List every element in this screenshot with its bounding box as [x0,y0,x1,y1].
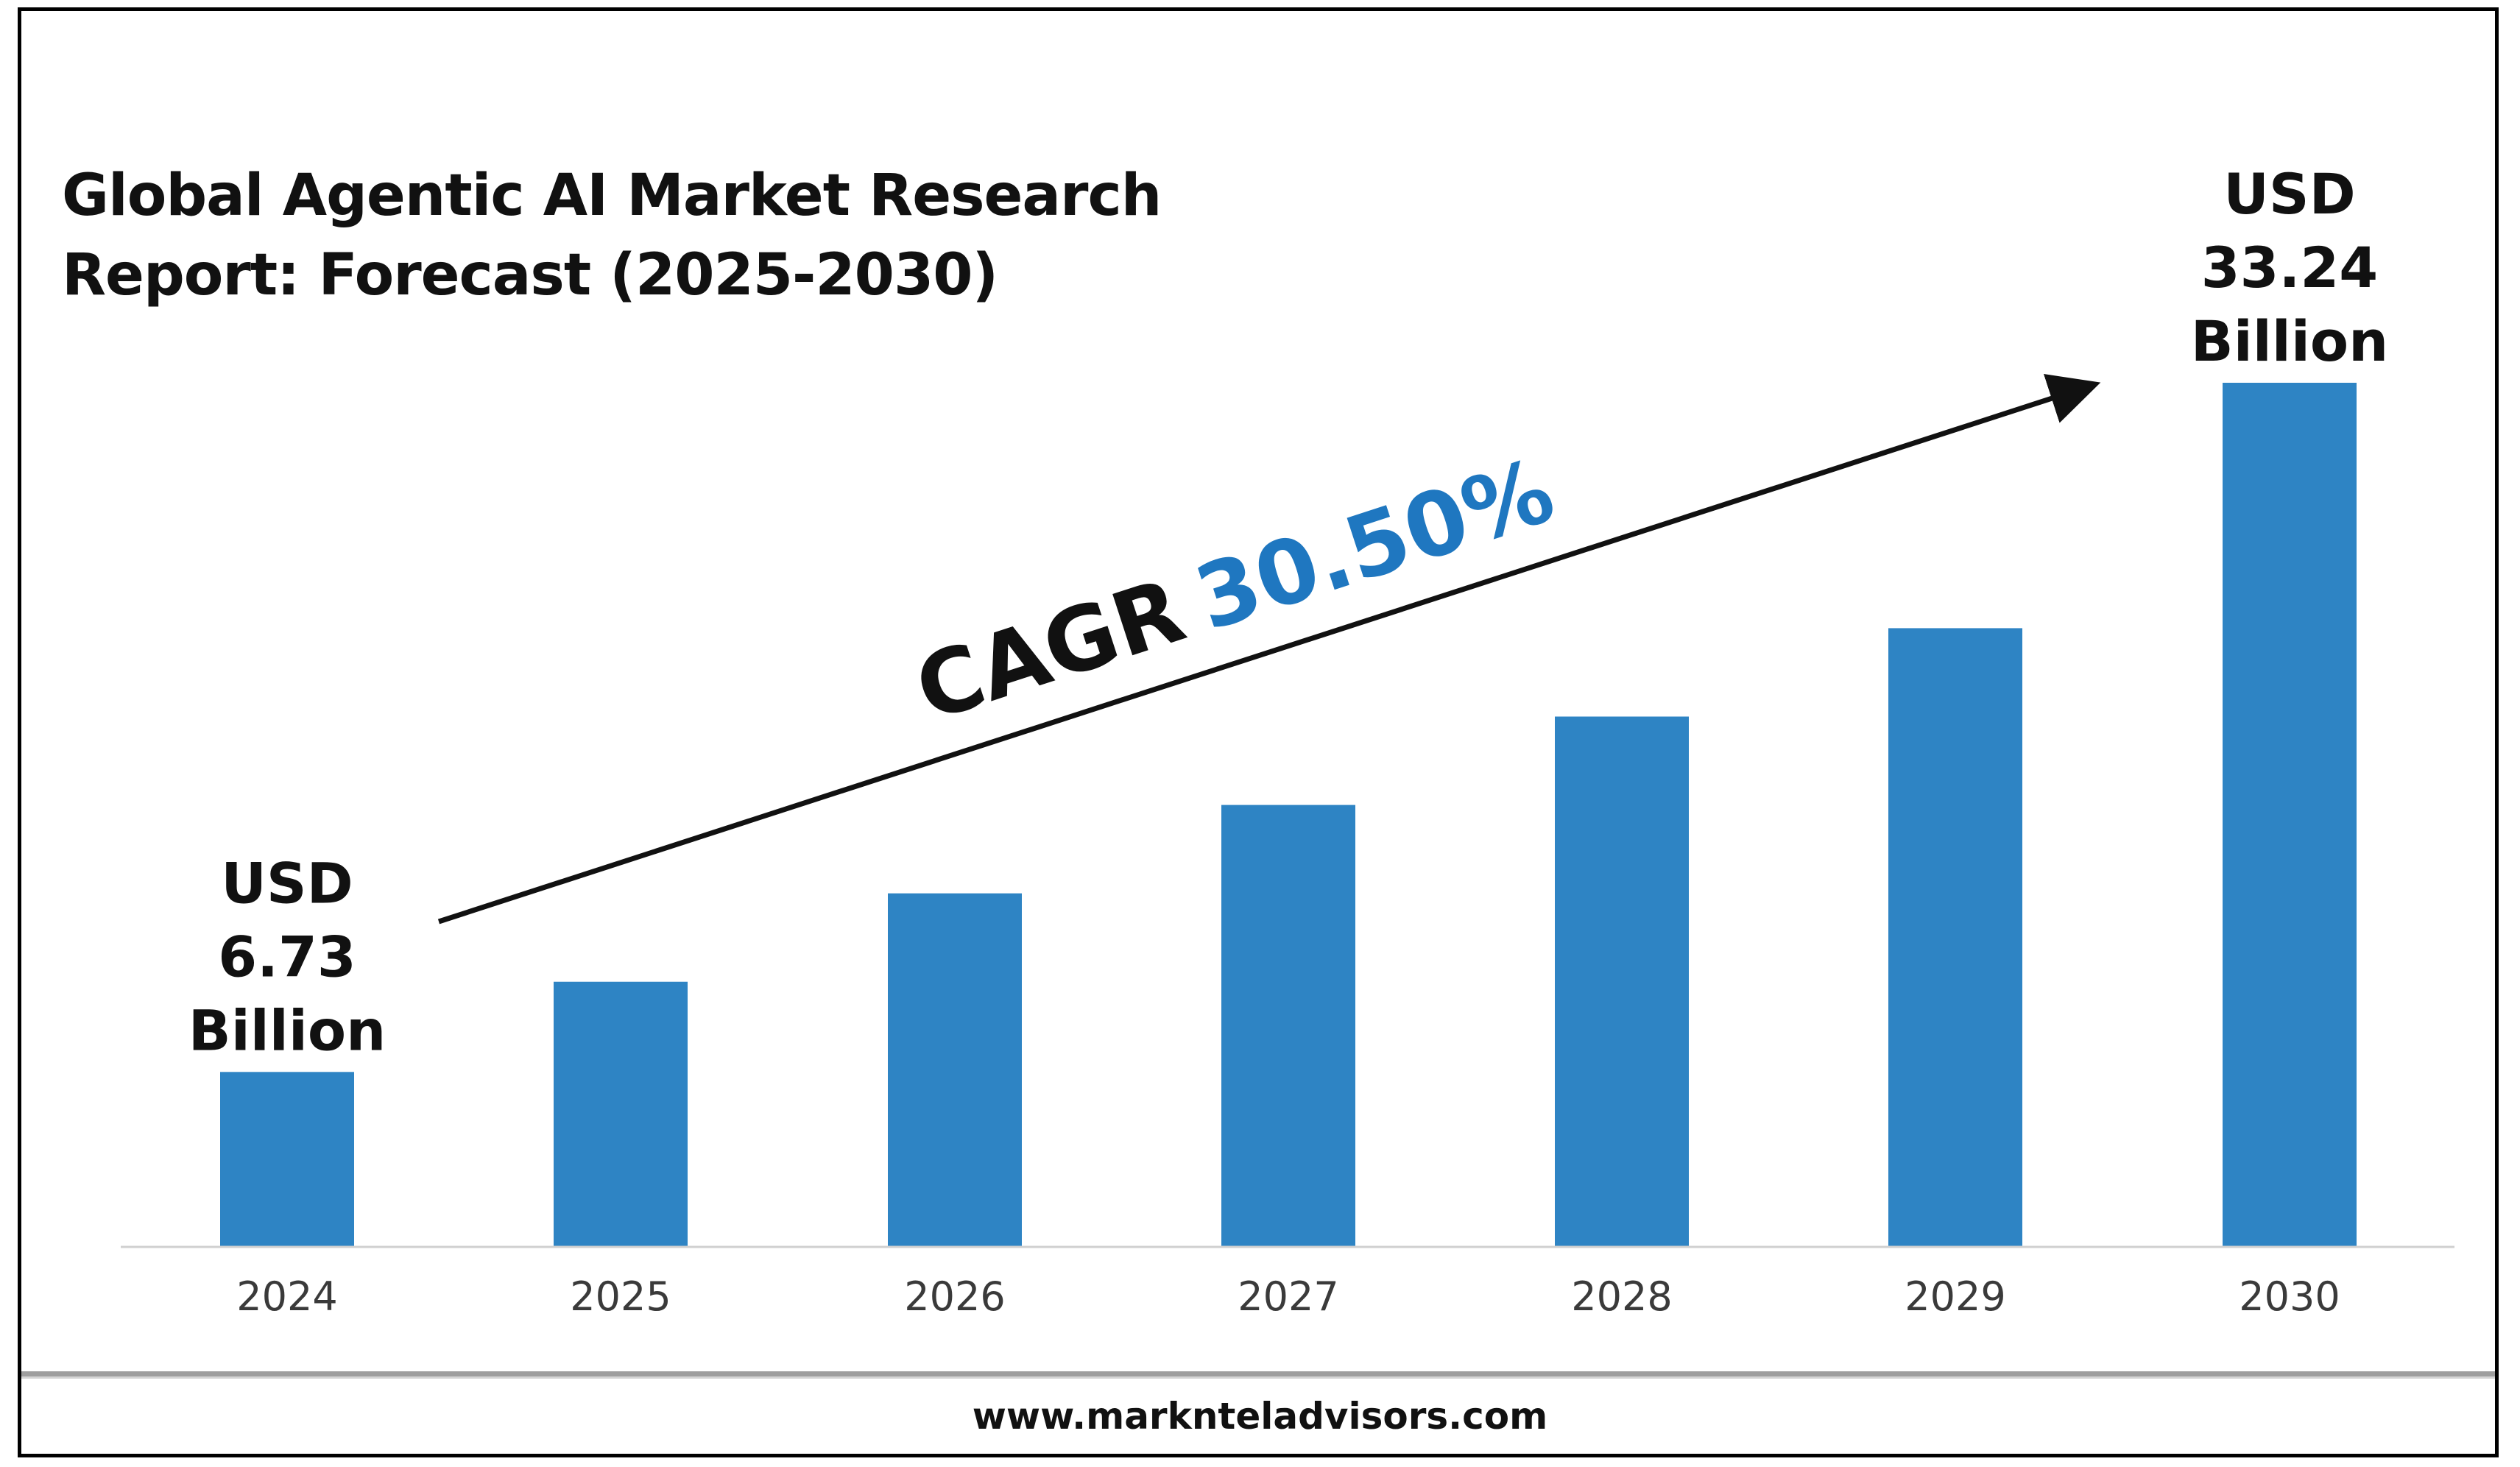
x-tick-2024: 2024 [236,1273,337,1320]
footer-url[interactable]: www.marknteladvisors.com [972,1395,1548,1438]
data-label-2024-line-2: 6.73 [218,924,356,989]
data-label-2030-line-3: Billion [2191,308,2388,374]
bar-2029 [1888,628,2022,1247]
bar-2024 [220,1072,354,1247]
x-tick-2030: 2030 [2239,1273,2340,1320]
chart-title: Global Agentic AI Market Research Report… [62,163,1162,308]
cagr-prefix: CAGR [904,559,1196,741]
x-tick-2026: 2026 [904,1273,1005,1320]
bar-2027 [1221,805,1355,1247]
x-tick-2028: 2028 [1571,1273,1672,1320]
trend-arrow [437,373,2101,925]
data-label-2024-line-3: Billion [188,997,386,1063]
footer-divider [21,1371,2495,1376]
data-label-2024-line-1: USD [221,850,353,916]
x-tick-2027: 2027 [1238,1273,1338,1320]
data-label-2030-line-2: 33.24 [2201,235,2378,300]
bar-2030 [2223,383,2357,1247]
bar-2028 [1555,716,1689,1247]
x-tick-2029: 2029 [1905,1273,2005,1320]
bar-2026 [888,893,1022,1247]
x-tick-2025: 2025 [570,1273,671,1320]
bar-2025 [554,981,688,1247]
data-label-2030-line-1: USD [2223,161,2356,227]
footer-divider-shadow [21,1376,2495,1379]
